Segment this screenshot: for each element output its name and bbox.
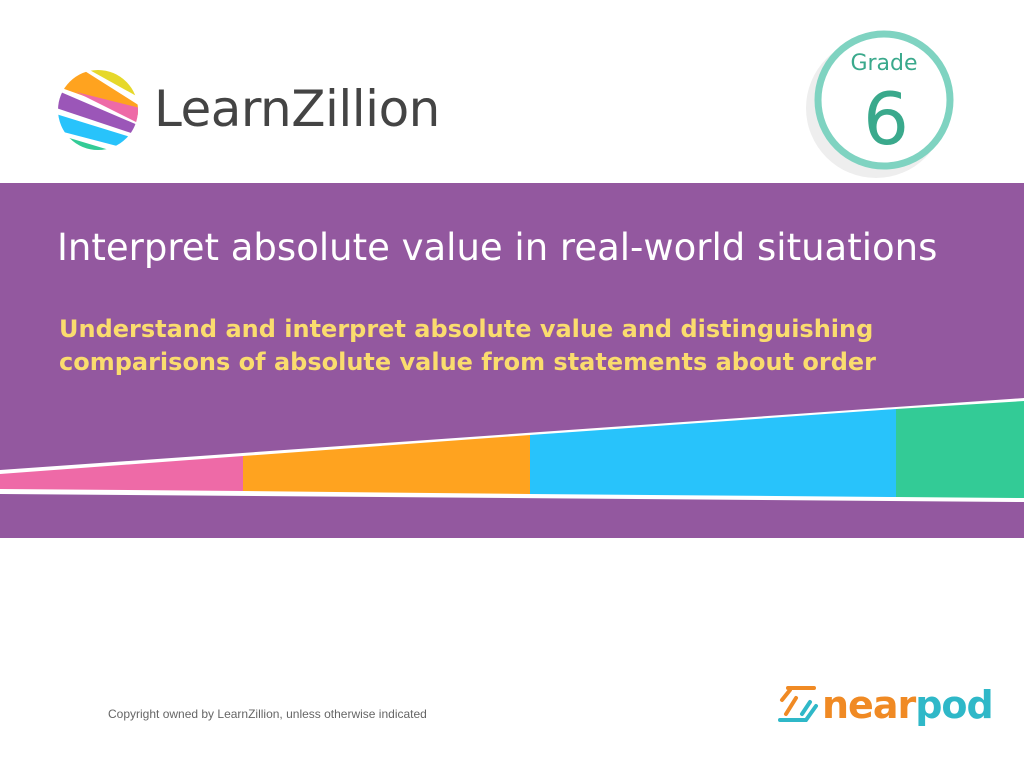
grade-badge: Grade 6 <box>806 30 954 178</box>
grade-label: Grade <box>850 51 917 76</box>
lesson-subtitle: Understand and interpret absolute value … <box>59 313 876 379</box>
learnzillion-logo-icon <box>58 70 138 150</box>
color-stripe <box>0 398 1024 502</box>
nearpod-logo-icon <box>778 686 818 722</box>
brand-name: LearnZillion <box>154 80 440 138</box>
lesson-title: Interpret absolute value in real-world s… <box>57 226 938 269</box>
grade-number: 6 <box>863 77 909 161</box>
copyright-text: Copyright owned by LearnZillion, unless … <box>108 707 427 721</box>
nearpod-word-near: near <box>822 683 916 727</box>
nearpod-wordmark: nearpod <box>822 683 994 727</box>
subtitle-line: Understand and interpret absolute value … <box>59 315 874 343</box>
nearpod-word-pod: pod <box>915 683 994 727</box>
subtitle-line: comparisons of absolute value from state… <box>59 348 877 376</box>
